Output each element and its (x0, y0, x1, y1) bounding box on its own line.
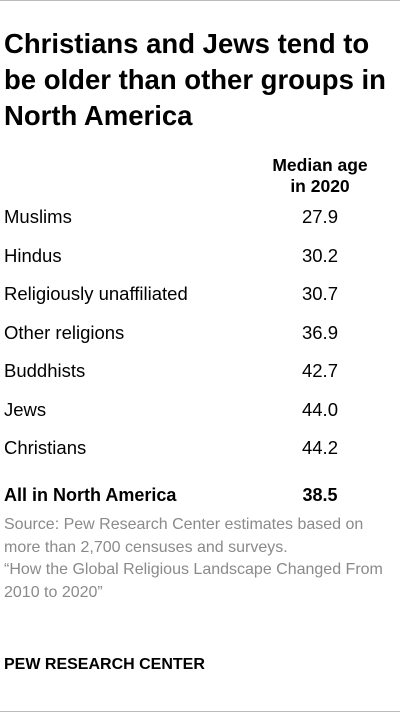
table-row: Hindus 30.2 (0, 237, 400, 276)
column-header-line-1: Median age (272, 155, 368, 175)
table-row: Buddhists 42.7 (0, 352, 400, 391)
row-value: 44.0 (301, 398, 338, 420)
table-body: Muslims 27.9 Hindus 30.2 Religiously una… (0, 198, 400, 468)
column-header-line-2: in 2020 (290, 176, 350, 196)
total-label: All in North America (4, 485, 177, 505)
chart-title: Christians and Jews tend to be older tha… (4, 28, 386, 131)
row-label: Muslims (4, 206, 72, 227)
report-reference: “How the Global Religious Landscape Chan… (4, 561, 383, 601)
bottom-divider (0, 711, 400, 712)
row-label: Hindus (4, 244, 62, 266)
row-value: 27.9 (301, 206, 338, 227)
brand-wordmark: PEW RESEARCH CENTER (4, 656, 205, 673)
row-value: 44.2 (301, 437, 338, 458)
table-row: Other religions 36.9 (0, 314, 400, 353)
top-divider (0, 0, 400, 1)
row-value: 42.7 (301, 360, 338, 381)
footnotes: Source: Pew Research Center estimates ba… (4, 514, 394, 604)
column-header: Median age in 2020 (255, 155, 385, 197)
table-row: Jews 44.0 (0, 391, 400, 430)
table-row: Muslims 27.9 (0, 198, 400, 237)
row-label: Religiously unaffiliated (4, 283, 188, 304)
row-value: 36.9 (301, 321, 338, 343)
row-label: Jews (4, 398, 47, 420)
row-value: 30.7 (301, 283, 338, 304)
row-label: Buddhists (4, 360, 86, 381)
row-label: Other religions (4, 321, 125, 343)
row-value: 30.2 (301, 244, 338, 266)
total-row: All in North America 38.5 (0, 476, 400, 514)
total-value: 38.5 (302, 485, 338, 505)
table-row: Religiously unaffiliated 30.7 (0, 275, 400, 314)
row-label: Christians (4, 437, 87, 458)
source-note: Source: Pew Research Center estimates ba… (4, 516, 364, 556)
table-row: Christians 44.2 (0, 429, 400, 468)
